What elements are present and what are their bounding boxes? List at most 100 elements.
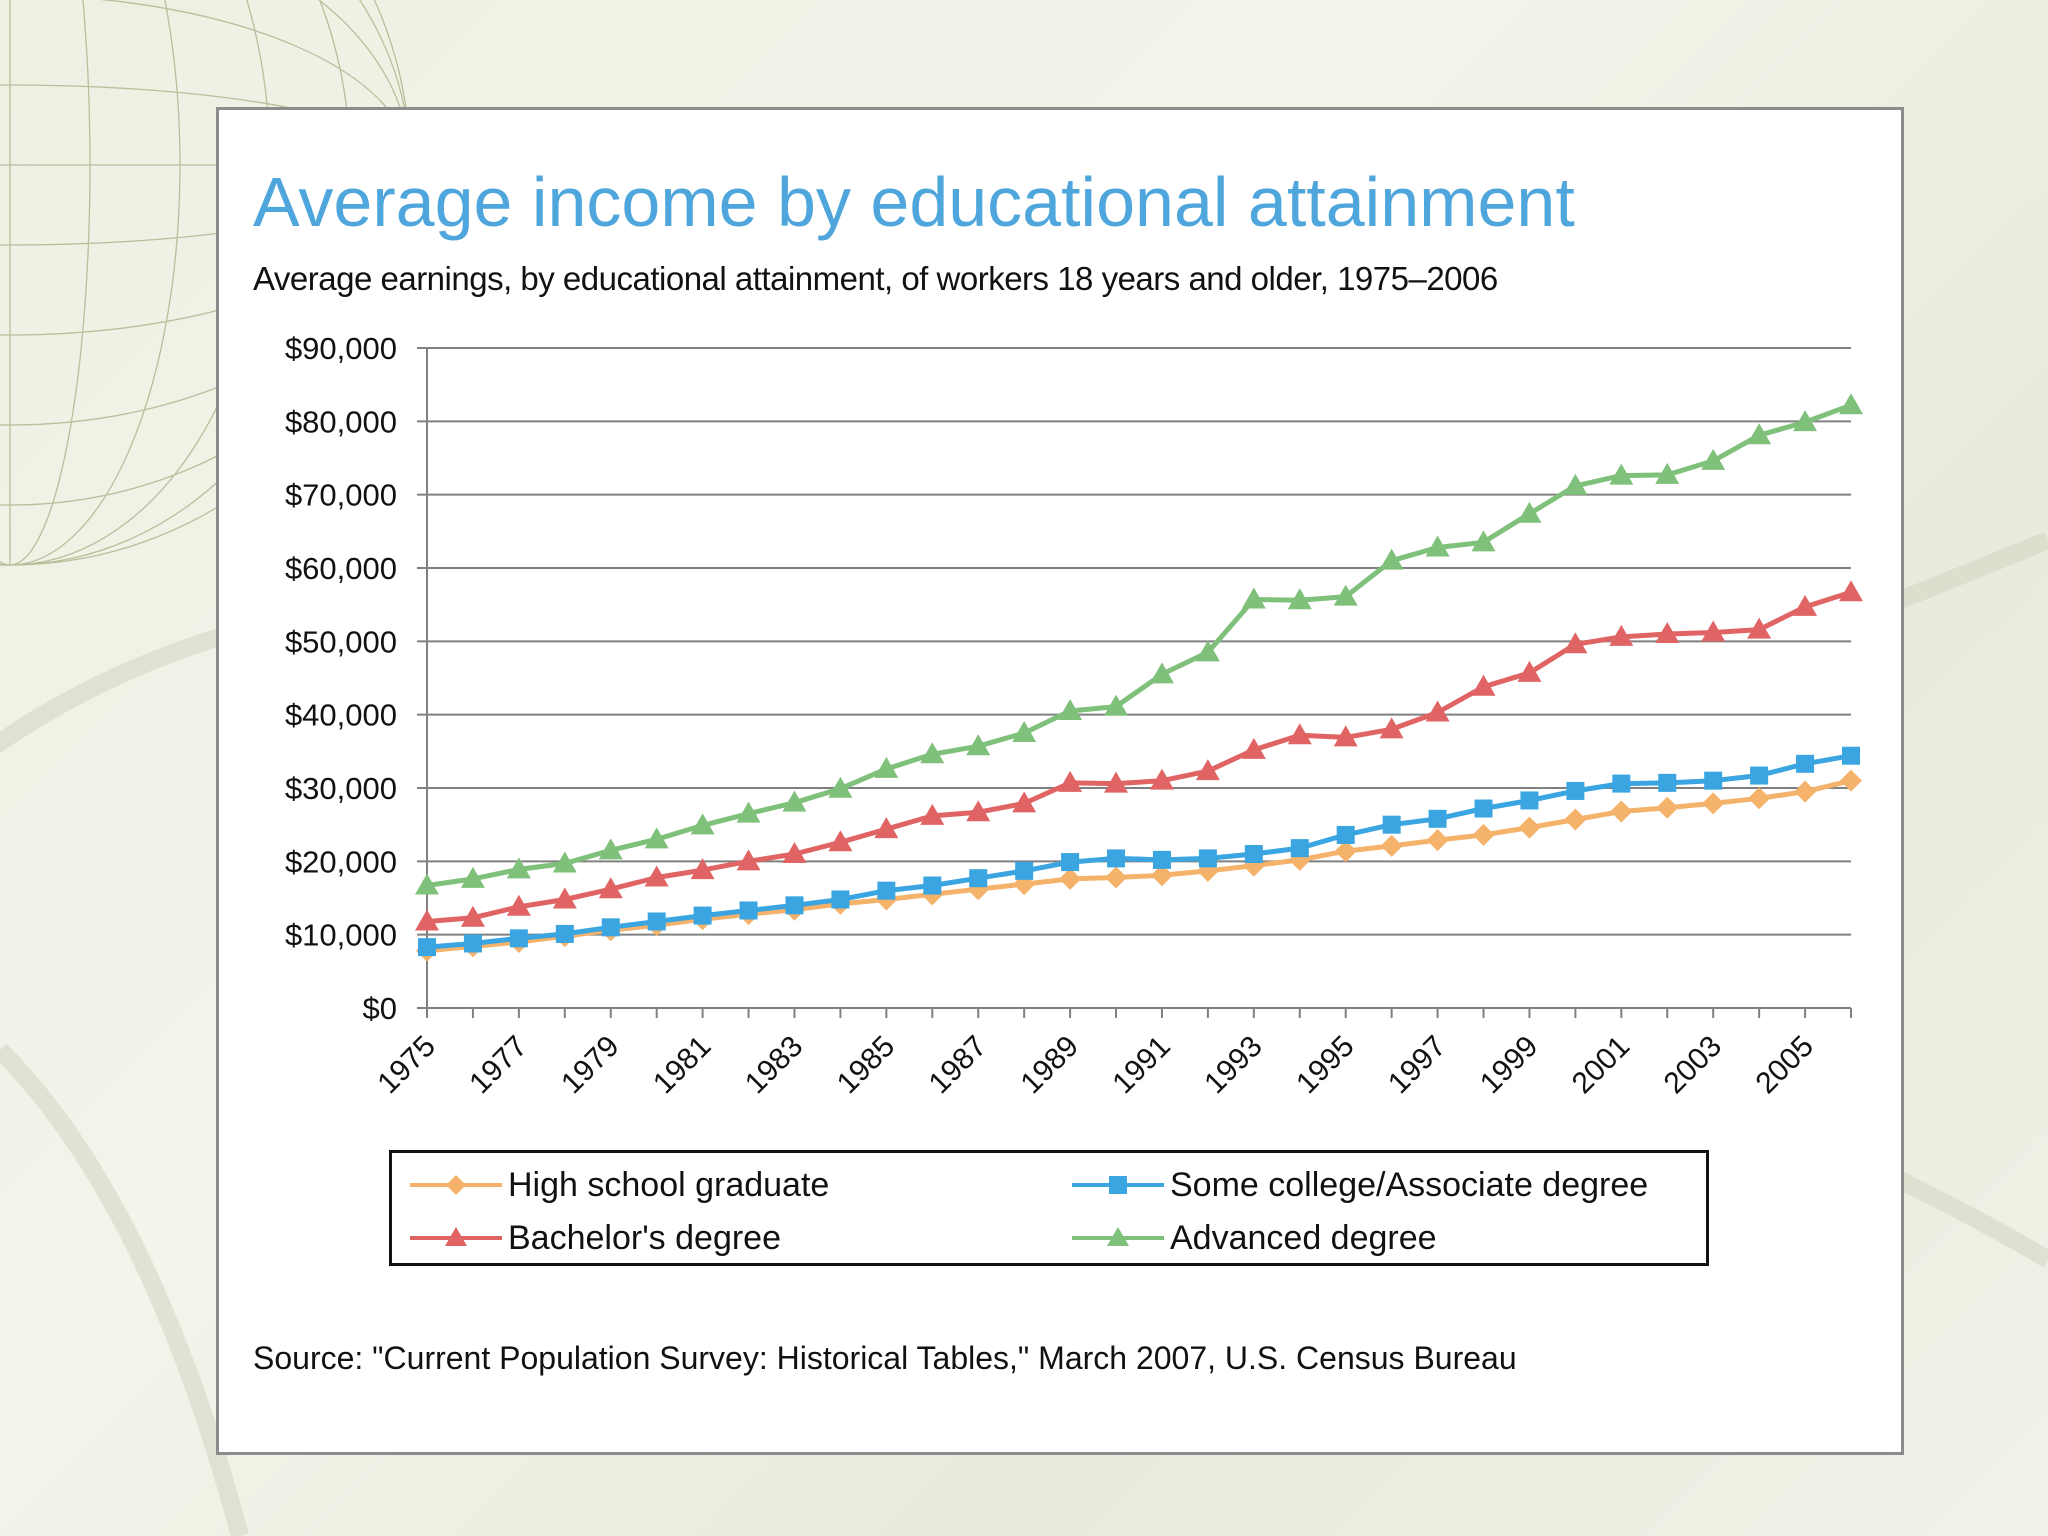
- data-point: [1702, 792, 1725, 815]
- series-1: [416, 769, 1862, 962]
- data-point: [1610, 800, 1633, 823]
- data-point: [1104, 694, 1129, 716]
- data-point: [415, 873, 439, 895]
- data-point: [690, 813, 715, 835]
- x-tick-label: 1993: [1198, 1030, 1269, 1101]
- data-point: [920, 742, 945, 764]
- y-tick-label: $90,000: [285, 331, 397, 366]
- data-point: [1336, 825, 1355, 844]
- x-tick-label: 2001: [1566, 1030, 1637, 1101]
- data-point: [1241, 737, 1266, 759]
- x-tick-label: 1997: [1382, 1030, 1453, 1101]
- data-point: [647, 912, 666, 931]
- y-tick-label: $0: [363, 991, 397, 1026]
- y-tick-label: $60,000: [285, 551, 397, 586]
- x-tick-label: 1979: [555, 1030, 626, 1101]
- legend-diamond-marker-icon: [410, 1175, 502, 1195]
- data-point: [1609, 624, 1634, 646]
- data-point: [1195, 640, 1220, 662]
- data-point: [1747, 423, 1772, 445]
- data-point: [920, 803, 945, 825]
- data-point: [877, 881, 896, 900]
- data-point: [1842, 746, 1860, 765]
- data-point: [552, 887, 577, 909]
- data-point: [644, 827, 669, 849]
- data-point: [1564, 808, 1587, 831]
- data-point: [1566, 781, 1585, 800]
- data-point: [1380, 834, 1403, 857]
- data-point: [415, 909, 439, 931]
- data-point: [1517, 501, 1542, 523]
- data-point: [1150, 864, 1173, 887]
- data-point: [1563, 473, 1588, 495]
- data-point: [1796, 754, 1815, 773]
- chart-title: Average income by educational attainment: [253, 163, 1575, 241]
- data-point: [1658, 773, 1677, 792]
- series-line: [426, 402, 1852, 888]
- legend-item-advanced: Advanced degree: [1072, 1213, 1437, 1263]
- data-point: [1518, 816, 1541, 839]
- series-4: [415, 393, 1863, 895]
- data-point: [1333, 725, 1358, 747]
- source-note: Source: "Current Population Survey: Hist…: [253, 1340, 1517, 1376]
- series-2: [418, 746, 1860, 957]
- legend-label: Bachelor's degree: [508, 1218, 781, 1257]
- data-point: [874, 756, 899, 778]
- data-point: [601, 918, 620, 937]
- data-point: [1149, 768, 1174, 790]
- legend-label: Some college/Associate degree: [1170, 1165, 1649, 1204]
- data-point: [1701, 620, 1726, 642]
- data-point: [1793, 594, 1818, 616]
- data-point: [1471, 530, 1496, 552]
- x-tick-label: 1995: [1290, 1030, 1361, 1101]
- data-point: [1426, 829, 1449, 852]
- data-point: [1840, 769, 1862, 792]
- data-point: [1839, 393, 1863, 415]
- data-point: [1149, 662, 1174, 684]
- data-point: [1701, 448, 1726, 470]
- data-point: [1334, 840, 1357, 863]
- x-tick-label: 1985: [831, 1030, 902, 1101]
- data-point: [923, 876, 942, 895]
- data-point: [1104, 771, 1129, 793]
- y-tick-label: $10,000: [285, 918, 397, 953]
- legend-square-marker-icon: [1072, 1176, 1164, 1194]
- data-point: [1058, 770, 1083, 792]
- data-point: [1747, 617, 1772, 639]
- x-tick-label: 1987: [923, 1030, 994, 1101]
- legend-label: Advanced degree: [1170, 1218, 1437, 1257]
- y-axis-tick-labels: $0 $10,000 $20,000 $30,000 $40,000 $50,000 $60…: [285, 331, 397, 1026]
- y-tick-label: $80,000: [285, 404, 397, 439]
- data-point: [460, 905, 485, 927]
- data-point: [1472, 823, 1495, 846]
- data-point: [1061, 853, 1080, 872]
- data-point: [1241, 587, 1266, 609]
- y-tick-label: $70,000: [285, 478, 397, 513]
- data-point: [736, 801, 761, 823]
- legend-item-some-college: Some college/Associate degree: [1072, 1160, 1648, 1210]
- data-point: [1563, 632, 1588, 654]
- x-axis-tick-labels: 1975 1977 1979 1981 1983 1985 1987 1989 1991 1993…: [371, 1030, 1820, 1101]
- data-point: [969, 869, 988, 888]
- y-tick-label: $30,000: [285, 771, 397, 806]
- data-point: [966, 734, 991, 756]
- data-point: [1425, 700, 1450, 722]
- data-point: [1748, 787, 1771, 810]
- data-point: [1750, 766, 1769, 785]
- legend-item-bachelors: Bachelor's degree: [410, 1213, 781, 1263]
- data-point: [1609, 463, 1634, 485]
- data-point: [1794, 780, 1817, 803]
- data-point: [555, 924, 574, 943]
- x-tick-label: 1981: [647, 1030, 718, 1101]
- data-point: [1107, 849, 1126, 868]
- data-point: [1474, 799, 1493, 818]
- data-point: [598, 877, 623, 899]
- x-tick-label: 1977: [463, 1030, 534, 1101]
- data-point: [828, 776, 853, 798]
- data-point: [1195, 759, 1220, 781]
- data-point: [1704, 771, 1723, 790]
- data-point: [782, 842, 807, 863]
- data-point: [1287, 723, 1312, 745]
- data-point: [736, 849, 761, 871]
- x-tick-label: 2003: [1658, 1030, 1729, 1101]
